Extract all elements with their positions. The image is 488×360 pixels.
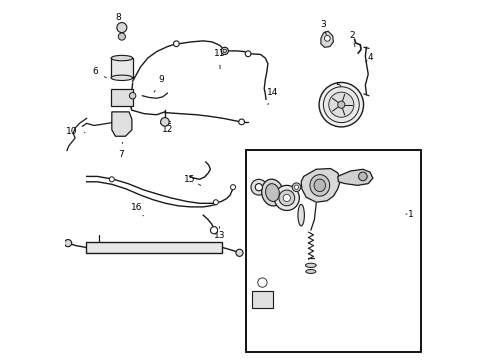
Bar xyxy=(111,89,132,107)
Text: 14: 14 xyxy=(266,87,278,105)
Circle shape xyxy=(213,200,218,205)
Ellipse shape xyxy=(129,93,136,99)
Circle shape xyxy=(117,23,126,33)
Circle shape xyxy=(292,183,300,192)
Circle shape xyxy=(210,226,217,234)
Circle shape xyxy=(283,194,290,202)
Circle shape xyxy=(274,185,299,211)
Circle shape xyxy=(173,41,179,46)
Text: 13: 13 xyxy=(214,226,225,240)
Bar xyxy=(246,149,421,352)
Circle shape xyxy=(323,87,359,123)
Circle shape xyxy=(358,172,366,181)
Circle shape xyxy=(64,239,72,247)
Text: 6: 6 xyxy=(92,67,106,78)
Text: 1: 1 xyxy=(405,210,413,219)
Circle shape xyxy=(160,118,169,126)
Circle shape xyxy=(235,249,243,256)
Bar xyxy=(86,242,222,253)
Ellipse shape xyxy=(305,263,316,267)
Circle shape xyxy=(324,36,329,41)
Text: 9: 9 xyxy=(154,75,164,92)
Circle shape xyxy=(294,185,298,189)
Circle shape xyxy=(230,185,235,190)
Polygon shape xyxy=(337,169,372,185)
Text: 10: 10 xyxy=(66,127,85,136)
Circle shape xyxy=(250,179,266,195)
Bar xyxy=(251,291,273,309)
Circle shape xyxy=(319,82,363,127)
Text: 5: 5 xyxy=(334,82,340,93)
Circle shape xyxy=(244,51,250,57)
Text: 3: 3 xyxy=(319,19,325,35)
Circle shape xyxy=(278,190,294,206)
Circle shape xyxy=(223,49,226,53)
Text: 4: 4 xyxy=(365,53,372,62)
Text: 2: 2 xyxy=(348,31,354,46)
Text: 7: 7 xyxy=(118,142,123,159)
Circle shape xyxy=(109,177,114,182)
Bar xyxy=(86,242,222,253)
Polygon shape xyxy=(320,31,333,47)
Ellipse shape xyxy=(111,55,132,61)
Circle shape xyxy=(221,47,228,54)
Circle shape xyxy=(238,119,244,125)
Ellipse shape xyxy=(111,75,132,81)
Bar xyxy=(111,58,132,78)
Polygon shape xyxy=(112,112,132,136)
Ellipse shape xyxy=(261,179,283,206)
Ellipse shape xyxy=(309,175,329,196)
Ellipse shape xyxy=(305,270,315,273)
Text: 15: 15 xyxy=(184,175,201,185)
Text: 8: 8 xyxy=(115,13,122,30)
Circle shape xyxy=(328,92,353,117)
Polygon shape xyxy=(301,168,340,202)
Text: 12: 12 xyxy=(162,118,173,134)
Text: 11: 11 xyxy=(213,49,224,69)
Ellipse shape xyxy=(265,184,279,202)
Text: 16: 16 xyxy=(131,203,143,216)
Circle shape xyxy=(118,33,125,40)
Circle shape xyxy=(337,101,344,108)
Circle shape xyxy=(255,184,262,191)
Circle shape xyxy=(257,278,266,287)
Ellipse shape xyxy=(297,204,304,226)
Ellipse shape xyxy=(313,179,325,192)
